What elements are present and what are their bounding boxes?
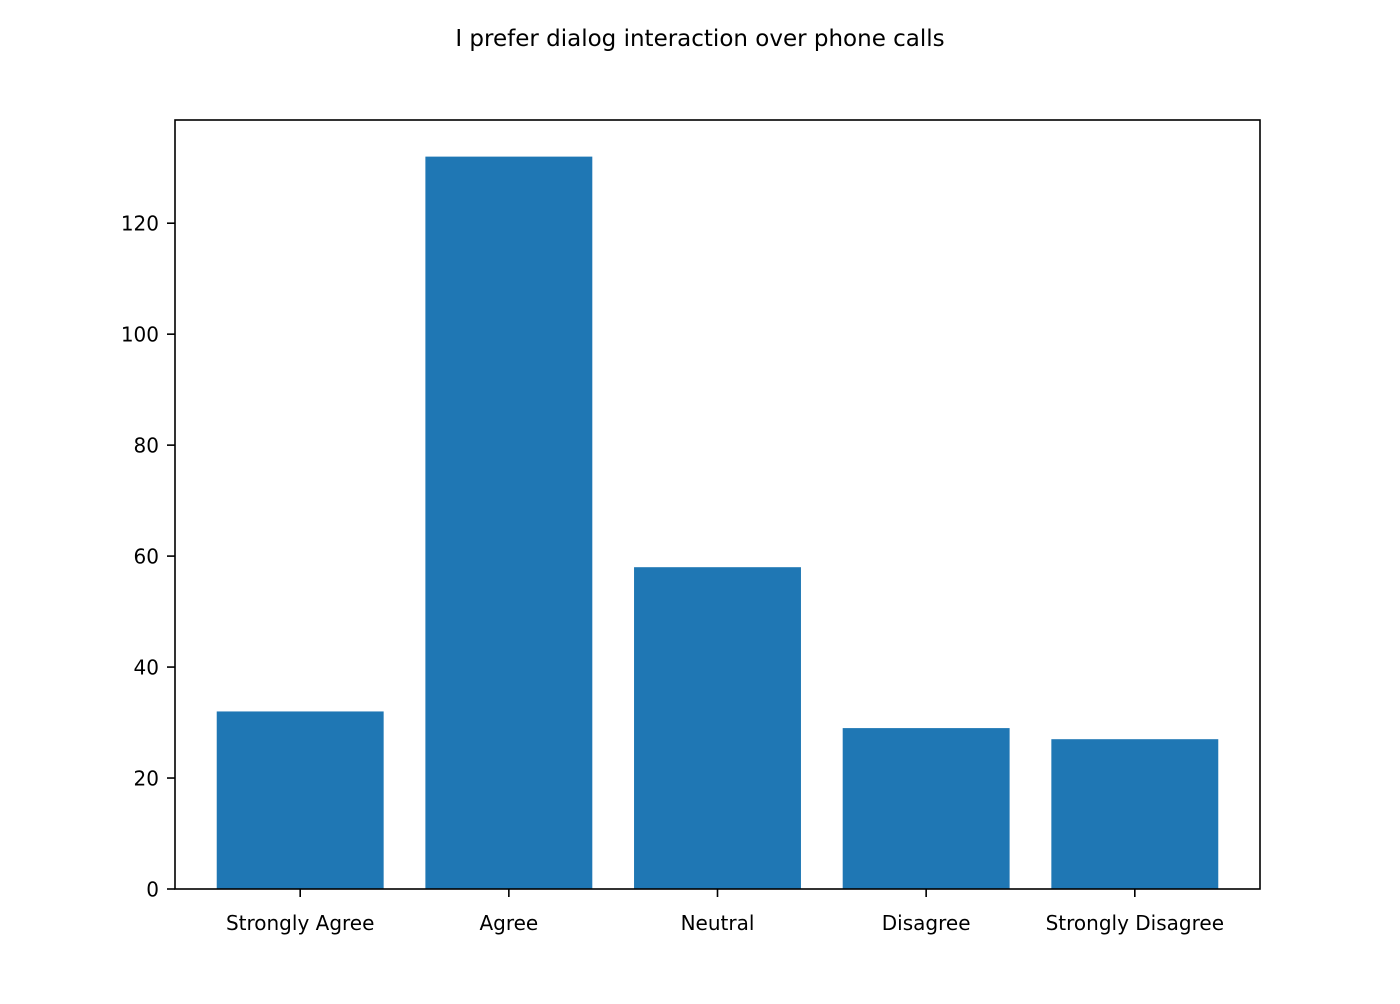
y-tick-label: 0 bbox=[146, 878, 159, 902]
y-axis: 0 20 40 60 80 100 120 bbox=[121, 212, 175, 902]
y-tick-label: 60 bbox=[134, 545, 159, 569]
bar-disagree bbox=[842, 728, 1010, 889]
bar-strongly-agree bbox=[216, 711, 384, 889]
bar-neutral bbox=[634, 567, 801, 889]
bar-agree bbox=[425, 156, 593, 890]
x-tick-label: Agree bbox=[479, 911, 538, 935]
y-tick-label: 100 bbox=[121, 323, 159, 347]
chart-title: I prefer dialog interaction over phone c… bbox=[455, 26, 944, 52]
y-tick-label: 40 bbox=[134, 656, 159, 680]
x-tick-label: Strongly Agree bbox=[226, 911, 374, 935]
x-axis: Strongly Agree Agree Neutral Disagree Strong… bbox=[226, 889, 1224, 935]
x-tick-label: Neutral bbox=[681, 911, 755, 935]
x-tick-label: Disagree bbox=[882, 911, 971, 935]
x-tick-label: Strongly Disagree bbox=[1046, 911, 1224, 935]
bar-strongly-disagree bbox=[1051, 739, 1219, 889]
bars-layer bbox=[216, 156, 1219, 890]
y-tick-label: 20 bbox=[134, 767, 159, 791]
y-tick-label: 80 bbox=[134, 434, 159, 458]
plot-frame bbox=[174, 119, 1261, 890]
y-tick-label: 120 bbox=[121, 212, 159, 236]
